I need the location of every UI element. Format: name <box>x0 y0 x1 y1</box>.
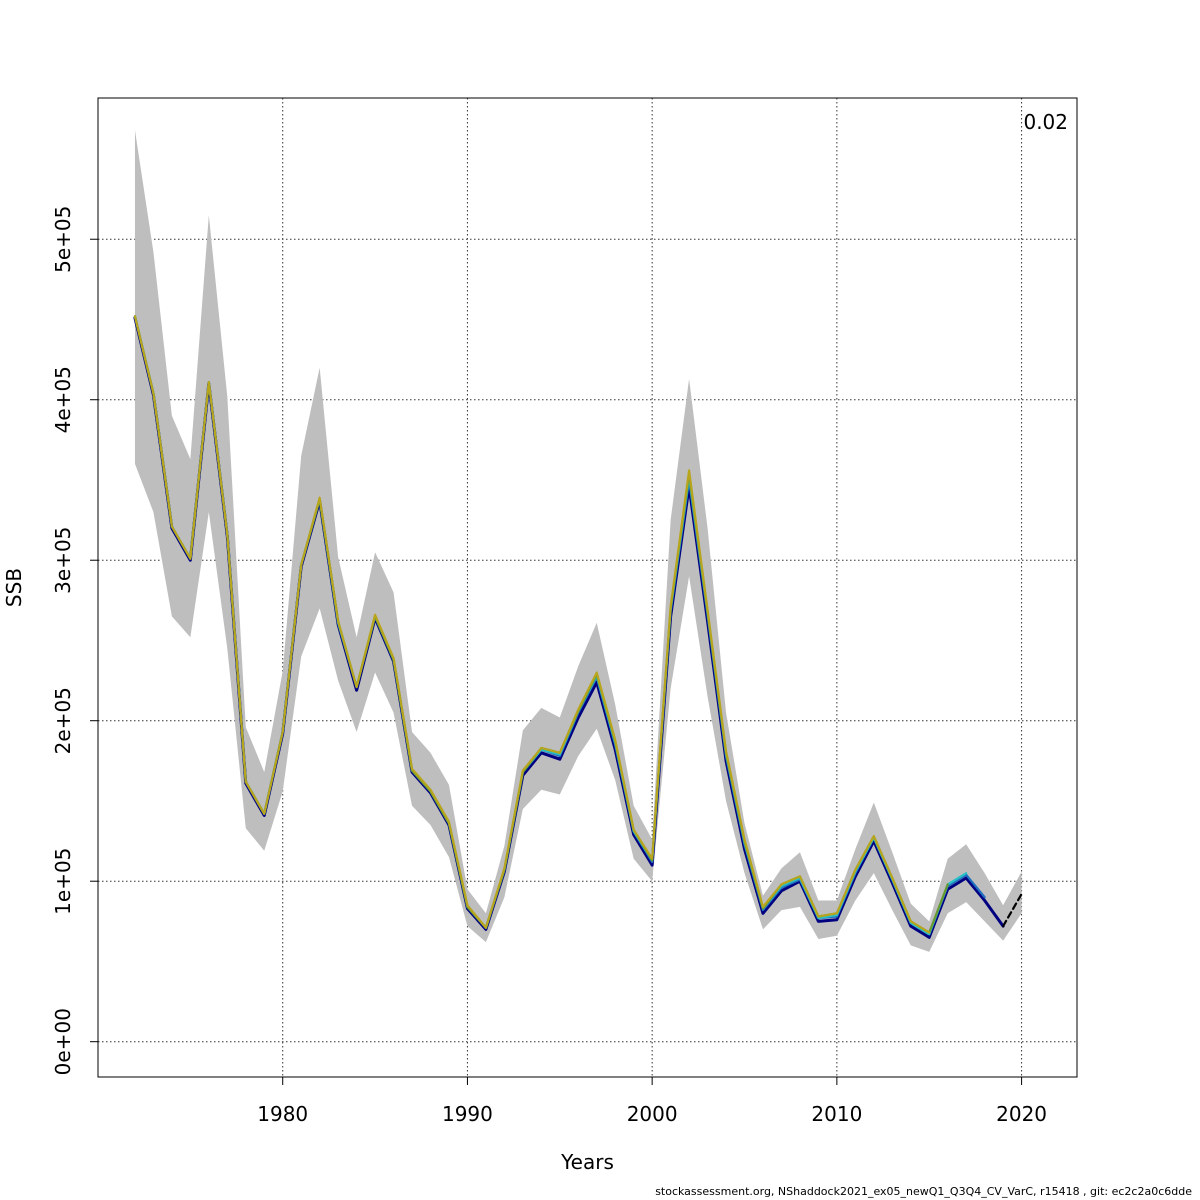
ssb-lines <box>133 315 1023 939</box>
y-tick-label: 1e+05 <box>51 848 75 915</box>
axis-ticks: 1980 1990 2000 2010 2020 0e+00 1e+05 2e+05 3e+05… <box>51 206 1047 1126</box>
x-tick-label: 2000 <box>627 1102 678 1126</box>
y-tick-label: 5e+05 <box>51 206 75 273</box>
y-tick-label: 0e+00 <box>51 1008 75 1075</box>
x-tick-label: 2020 <box>996 1102 1047 1126</box>
y-tick-label: 2e+05 <box>51 687 75 754</box>
x-tick-label: 1990 <box>442 1102 493 1126</box>
x-tick-label: 1980 <box>257 1102 308 1126</box>
ssb-confidence-band <box>134 130 1022 952</box>
projection-line <box>1002 892 1023 928</box>
x-axis-title: Years <box>560 1150 614 1174</box>
x-tick-label: 2010 <box>811 1102 862 1126</box>
y-axis-title: SSB <box>2 568 26 607</box>
y-tick-label: 3e+05 <box>51 527 75 594</box>
retro-peel-line <box>133 315 931 934</box>
footer-credit: stockassessment.org, NShaddock2021_ex05_… <box>655 1185 1192 1198</box>
y-tick-label: 4e+05 <box>51 366 75 433</box>
confidence-band <box>134 130 1022 952</box>
plot-frame <box>97 97 1078 1078</box>
corner-label: 0.02 <box>1023 110 1068 134</box>
